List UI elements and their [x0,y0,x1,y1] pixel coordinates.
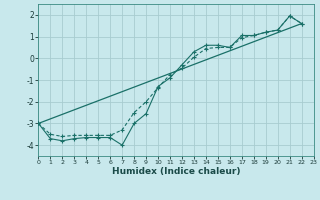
X-axis label: Humidex (Indice chaleur): Humidex (Indice chaleur) [112,167,240,176]
